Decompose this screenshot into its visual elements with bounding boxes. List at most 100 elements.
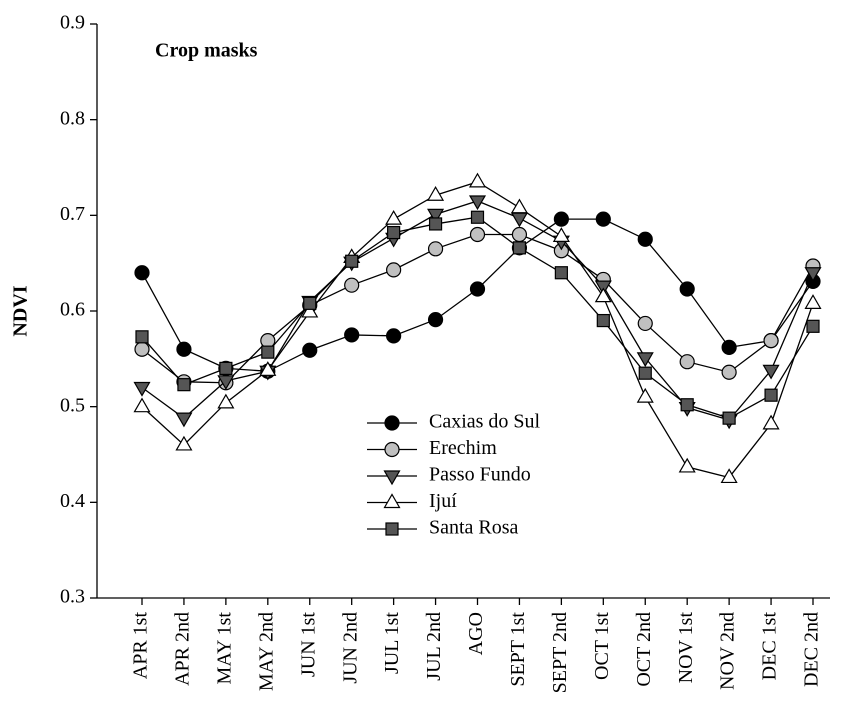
marker	[345, 254, 359, 268]
marker	[427, 241, 444, 257]
x-tick-label: JUL 2nd	[423, 612, 445, 681]
legend-marker	[385, 522, 399, 536]
y-tick-label: 0.8	[60, 107, 85, 129]
y-tick-label: 0.7	[60, 203, 85, 225]
marker	[680, 398, 694, 412]
y-tick-label: 0.4	[60, 490, 85, 512]
legend-marker	[383, 470, 401, 486]
x-tick-label: DEC 2nd	[801, 612, 823, 687]
marker	[385, 209, 403, 225]
x-tick-label: OCT 2nd	[633, 612, 655, 687]
marker	[427, 208, 445, 224]
marker	[763, 333, 779, 349]
marker	[721, 339, 737, 355]
x-tick-label: AGO	[465, 612, 487, 655]
marker	[428, 217, 443, 231]
marker	[259, 361, 277, 376]
chart-title: Crop masks	[155, 40, 258, 62]
x-tick-label: OCT 1st	[591, 612, 613, 680]
y-tick-label: 0.3	[60, 586, 85, 608]
marker	[134, 341, 150, 357]
x-tick-label: JUL 1st	[381, 612, 403, 674]
x-tick-label: APR 1st	[130, 612, 152, 680]
marker	[386, 262, 402, 278]
marker	[721, 364, 737, 380]
marker	[512, 241, 527, 255]
marker	[637, 315, 653, 332]
x-tick-label: NOV 2nd	[717, 612, 739, 690]
x-tick-label: MAY 2nd	[255, 612, 277, 691]
marker	[552, 227, 570, 242]
marker	[679, 354, 695, 370]
y-axis-label: NDVI	[10, 285, 32, 336]
x-tick-label: MAY 1st	[213, 612, 235, 685]
marker	[175, 412, 193, 428]
x-tick-label: JUN 1st	[297, 612, 319, 677]
marker	[511, 226, 528, 243]
marker	[470, 210, 485, 224]
marker	[261, 345, 275, 359]
marker	[510, 198, 528, 214]
marker	[806, 319, 820, 333]
marker	[133, 381, 151, 397]
marker	[427, 186, 445, 201]
marker	[302, 342, 318, 358]
marker	[762, 414, 780, 430]
marker	[637, 231, 653, 247]
marker	[134, 265, 150, 281]
marker	[176, 341, 192, 357]
marker	[175, 435, 193, 451]
x-tick-label: JUN 2nd	[339, 612, 361, 684]
legend-label: Passo Fundo	[429, 464, 531, 486]
marker	[678, 457, 696, 473]
marker	[722, 411, 736, 425]
marker	[303, 296, 317, 310]
legend-label: Ijuí	[429, 490, 457, 512]
x-tick-label: SEPT 2nd	[549, 612, 571, 693]
series-line	[141, 233, 814, 384]
marker	[553, 211, 569, 227]
marker	[636, 352, 654, 368]
marker	[554, 266, 568, 280]
marker	[344, 327, 360, 343]
marker	[468, 195, 487, 211]
marker	[679, 281, 695, 297]
marker	[595, 211, 611, 227]
marker	[804, 267, 822, 282]
legend-label: Santa Rosa	[429, 517, 519, 539]
marker	[177, 378, 191, 392]
marker	[133, 397, 151, 413]
marker	[762, 364, 780, 380]
marker	[386, 328, 402, 344]
marker	[427, 312, 444, 328]
marker	[344, 277, 360, 293]
marker	[764, 388, 778, 402]
marker	[510, 212, 528, 228]
legend-marker	[384, 441, 400, 458]
legend-marker	[384, 415, 400, 431]
series-line	[141, 181, 814, 479]
series-line	[141, 216, 814, 419]
marker	[720, 468, 738, 484]
y-tick-label: 0.5	[60, 394, 85, 416]
legend-marker	[383, 493, 401, 509]
x-tick-label: DEC 1st	[759, 612, 781, 681]
legend-label: Erechim	[429, 437, 497, 459]
marker	[387, 225, 401, 240]
marker	[217, 375, 235, 391]
legend-label: Caxias do Sul	[429, 411, 541, 433]
marker	[135, 330, 149, 344]
y-tick-label: 0.9	[60, 12, 85, 34]
marker	[469, 226, 486, 243]
x-tick-label: SEPT 1st	[507, 612, 529, 687]
marker	[469, 281, 486, 297]
marker	[301, 302, 319, 318]
marker	[596, 313, 610, 328]
marker	[638, 366, 652, 380]
marker	[219, 361, 233, 375]
marker	[594, 287, 612, 303]
marker	[636, 387, 654, 403]
marker	[468, 172, 487, 188]
marker	[804, 294, 822, 309]
